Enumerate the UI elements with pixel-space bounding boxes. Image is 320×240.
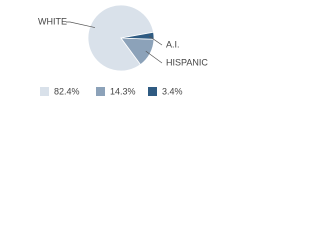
- legend-swatch: [40, 87, 49, 96]
- chart: WHITE HISPANIC A.I. 82.4% 14.3% 3.4%: [38, 4, 208, 96]
- leader-line: [66, 21, 96, 28]
- legend-value: 14.3%: [110, 86, 136, 96]
- slice-label: HISPANIC: [166, 57, 208, 67]
- slice-label: WHITE: [38, 16, 67, 26]
- legend-swatch: [148, 87, 157, 96]
- leader-line: [145, 50, 163, 64]
- legend-value: 82.4%: [54, 86, 80, 96]
- legend-value: 3.4%: [162, 86, 183, 96]
- leader-line: [148, 35, 163, 46]
- legend-swatch: [96, 87, 105, 96]
- slice-label: A.I.: [166, 39, 180, 49]
